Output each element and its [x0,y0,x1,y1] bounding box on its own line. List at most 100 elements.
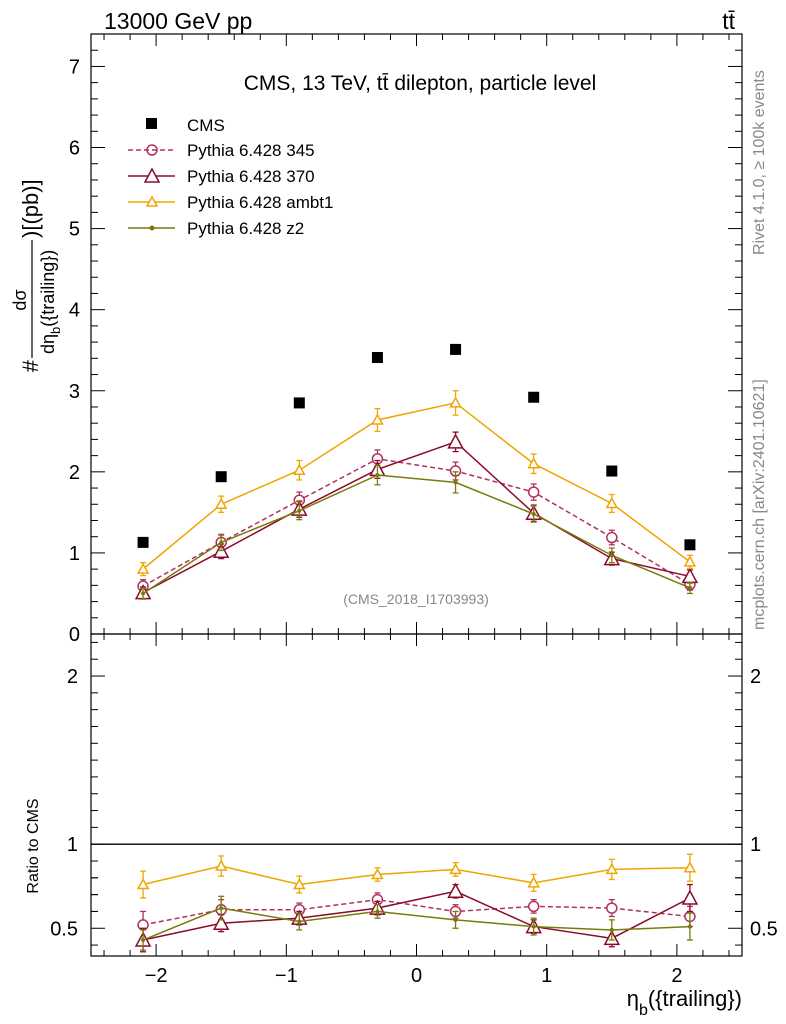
ratio-point-ambt1 [214,859,228,871]
ratio-series-z2 [140,895,693,951]
legend-marker-z2 [149,225,155,231]
ratio-line-ambt1 [142,865,690,886]
ylabel-frac-den-sub: b [48,327,63,334]
legend-entry-z2: Pythia 6.428 z2 [128,219,304,238]
main-point-cms [684,539,696,551]
main-line-p370 [142,440,691,594]
ratio-point-p370 [447,882,464,899]
ratio-y-axis-label: Ratio to CMS [25,798,42,893]
x-tick-label: −2 [145,965,168,987]
ratio-series-p370 [134,882,699,953]
legend-entry-ambt1: Pythia 6.428 ambt1 [128,193,333,212]
header-final-state-label: tt̄ [722,8,735,34]
x-tick-label: 0 [411,965,422,987]
main-point-cms [215,471,227,483]
legend-label-p370: Pythia 6.428 370 [187,167,315,186]
main-point-z2 [453,480,458,485]
ratio-panel-frame [90,633,743,957]
legend-marker-ambt1 [145,195,159,207]
legend-label-ambt1: Pythia 6.428 ambt1 [187,193,333,212]
ratio-y-tick-label-right: 1 [750,834,761,856]
legend-marker-cms [146,118,157,129]
main-axis-ticks: 0 1 2 3 4 5 6 7 [69,34,742,646]
legend-marker-p345 [146,144,158,156]
main-y-tick-label: 3 [69,381,80,403]
ratio-point-z2 [609,927,614,932]
legend-marker-p370 [143,167,161,183]
main-point-z2 [609,553,614,558]
legend-entry-cms: CMS [146,116,225,135]
main-plot-title: CMS, 13 TeV, tt̄ dilepton, particle leve… [244,72,597,95]
main-series-ambt1 [136,390,697,577]
rivet-version-label: Rivet 4.1.0, ≥ 100k events [751,70,768,255]
mcplots-source-label: mcplots.cern.ch [arXiv:2401.10621] [751,379,768,630]
main-series-p370 [134,431,699,600]
ratio-point-ambt1 [371,867,384,880]
main-y-tick-label: 2 [69,462,80,484]
ylabel-prefix: # [18,359,43,372]
ratio-point-z2 [453,917,458,922]
main-point-ambt1 [683,555,697,567]
main-point-ambt1 [605,496,619,509]
legend-label-cms: CMS [187,116,225,135]
ylabel-frac-num: dσ [10,289,30,310]
ratio-line-z2 [142,907,690,941]
ratio-y-tick-label-right: 0.5 [750,918,778,940]
ratio-point-ambt1 [683,861,697,873]
main-point-ambt1 [527,457,540,469]
main-y-tick-label: 0 [69,624,80,646]
header-process-label: 13000 GeV pp [104,8,252,34]
ratio-point-z2 [297,919,302,924]
main-series-cms [137,343,696,551]
x-axis-label: ηb({trailing}) [627,986,742,1019]
ylabel-frac-den: dη [38,334,58,354]
main-point-p370 [447,433,464,449]
ratio-y-tick-label-left: 1 [67,834,78,856]
main-point-cms [293,397,305,409]
ratio-point-ambt1 [605,862,619,875]
main-point-cms [528,391,540,403]
main-point-ambt1 [371,413,384,425]
ylabel-suffix: )[(pb)] [18,179,43,238]
ratio-y-tick-label-right: 2 [750,666,761,688]
ratio-point-ambt1 [136,877,150,890]
main-line-ambt1 [142,402,691,570]
main-series-layer [134,343,699,600]
analysis-id-watermark: (CMS_2018_I1703993) [343,591,489,607]
xlabel-sub: b [639,1002,648,1019]
ratio-point-z2 [219,906,224,911]
main-point-z2 [687,585,692,590]
ratio-point-ambt1 [293,877,306,890]
ratio-point-z2 [687,924,692,929]
main-point-z2 [141,591,146,596]
ratio-point-p345 [606,902,618,914]
main-y-axis-label: # dσ dηb({trailing}) )[(pb)] [10,179,63,372]
legend-label-p345: Pythia 6.428 345 [187,141,315,160]
ratio-point-ambt1 [527,876,540,888]
ratio-point-z2 [375,909,380,914]
ratio-line-p370 [142,890,691,941]
main-point-ambt1 [136,562,150,574]
main-point-cms [137,536,149,548]
main-point-ambt1 [214,497,228,510]
main-point-cms [606,465,618,477]
main-point-p345 [527,486,540,498]
ratio-point-ambt1 [449,862,462,875]
main-point-ambt1 [293,463,306,475]
ratio-point-p345 [527,900,540,913]
ylabel-frac-den-tail: ({trailing}) [38,250,58,327]
main-y-tick-label: 6 [69,138,80,160]
x-tick-label: 2 [671,965,682,987]
ratio-point-z2 [141,938,146,943]
ratio-axis-ticks: −2 −1 0 1 2 0.5 0.5 1 1 2 2 [50,634,778,987]
main-point-cms [450,343,462,355]
legend-entry-p370: Pythia 6.428 370 [128,167,315,186]
main-point-ambt1 [449,396,462,408]
main-series-z2 [140,464,693,600]
main-line-p345 [142,458,691,587]
main-y-tick-label: 1 [69,543,80,565]
main-y-tick-label: 5 [69,219,80,241]
ylabel-frac-den-group: dηb({trailing}) [38,250,63,354]
main-point-z2 [297,508,302,513]
